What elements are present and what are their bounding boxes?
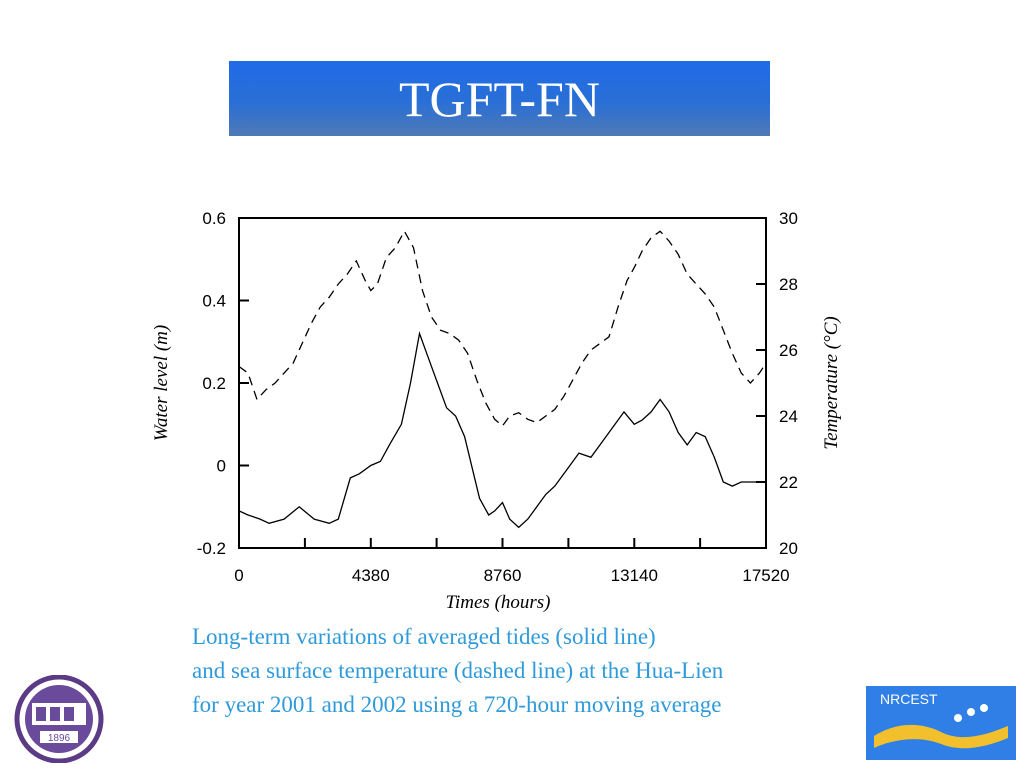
x-tick-label: 0 [234,566,243,585]
nrcest-logo-text: NRCEST [880,691,938,707]
y-tick-marks [239,299,249,467]
y2-tick-label: 24 [779,407,798,426]
university-seal-logo: 1896 [14,675,104,763]
y2-tick-label: 26 [779,341,798,360]
x-tick-labels: 0 4380 8760 13140 17520 [234,566,789,585]
y-tick-labels: -0.2 0 0.2 0.4 0.6 [197,209,226,558]
y-axis-title: Water level (m) [151,325,172,441]
slide-title: TGFT-FN [399,70,600,127]
x-axis-title: Times (hours) [445,592,550,613]
figure-caption: Long-term variations of averaged tides (… [192,620,723,722]
y2-tick-label: 28 [779,275,798,294]
y2-tick-label: 30 [779,209,798,228]
y-tick-label: -0.2 [197,539,226,558]
wave-icon [874,704,1008,749]
temperature-series-line [238,229,767,427]
nrcest-logo: NRCEST [866,686,1016,760]
y-tick-label: 0.6 [202,209,226,228]
caption-line: Long-term variations of averaged tides (… [192,624,656,649]
y2-tick-labels: 20 22 24 26 28 30 [779,209,798,558]
y-tick-label: 0.4 [202,292,226,311]
y-tick-label: 0 [217,457,226,476]
x-tick-label: 8760 [484,566,522,585]
caption-line: and sea surface temperature (dashed line… [192,658,724,683]
x-tick-label: 4380 [352,566,390,585]
y-tick-label: 0.2 [202,374,226,393]
x-tick-label: 17520 [742,566,789,585]
y2-axis-title: Temperature (°C) [821,316,842,449]
tide-series-line [238,331,766,529]
plot-frame [238,217,767,549]
x-tick-label: 13140 [611,566,658,585]
x-tick-marks [303,538,702,548]
seal-year: 1896 [48,733,71,744]
y2-tick-label: 22 [779,473,798,492]
caption-line: for year 2001 and 2002 using a 720-hour … [192,692,722,717]
title-bar: TGFT-FN [229,61,770,136]
y2-tick-label: 20 [779,539,798,558]
y2-tick-marks [756,283,766,483]
